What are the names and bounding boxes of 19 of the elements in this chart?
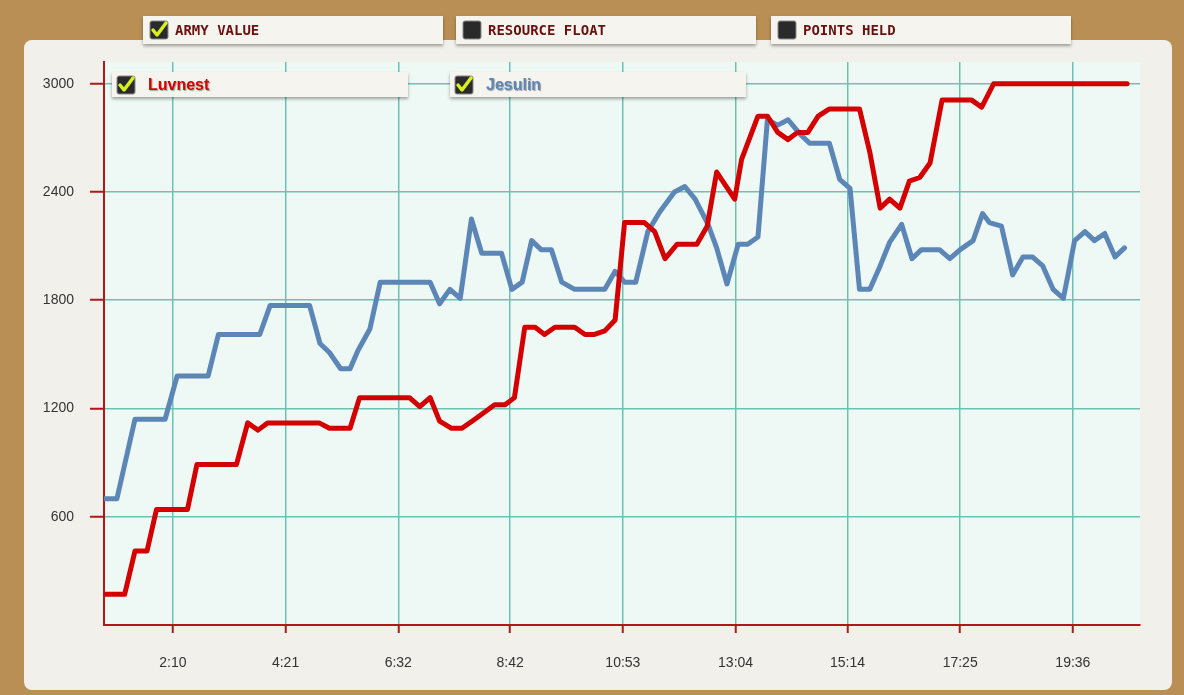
y-tick-label: 2400 [42, 182, 75, 199]
text: Jesulin [486, 75, 542, 94]
x-tick-label: 6:32 [384, 654, 413, 671]
text: Luvnest [148, 75, 210, 94]
x-tick-label: 13:04 [718, 654, 754, 671]
text: POINTS HELD [803, 22, 896, 38]
x-tick-label: 2:10 [159, 654, 187, 671]
x-tick-label: 8:42 [496, 654, 524, 671]
x-tick-label: 19:36 [1055, 654, 1091, 671]
text: RESOURCE FLOAT [488, 22, 607, 38]
x-tick-label: 4:21 [271, 654, 300, 671]
y-tick-label: 3000 [42, 74, 75, 91]
y-tick-label: 600 [50, 507, 75, 524]
x-tick-label: 10:53 [605, 654, 641, 671]
chart-title: ARMY VALUE [175, 22, 260, 38]
y-tick-label: 1800 [42, 291, 75, 308]
y-tick-label: 1200 [42, 399, 75, 416]
x-tick-label: 17:25 [942, 654, 978, 671]
x-tick-label: 15:14 [829, 654, 866, 671]
